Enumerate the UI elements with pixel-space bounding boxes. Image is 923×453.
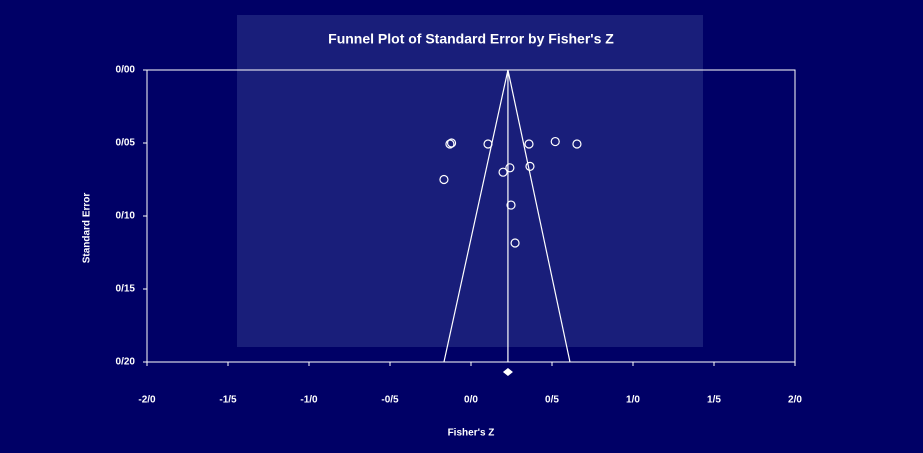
y-tick-label: 0/00 — [116, 65, 136, 76]
watermark — [237, 15, 703, 347]
y-axis-label: Standard Error — [82, 193, 93, 264]
x-tick-label: 2/0 — [788, 395, 802, 406]
y-tick-label: 0/05 — [116, 138, 136, 149]
x-tick-label: 1/5 — [707, 395, 721, 406]
chart-title: Funnel Plot of Standard Error by Fisher'… — [328, 31, 614, 47]
x-tick-label: -1/0 — [300, 395, 318, 406]
x-tick-label: -1/5 — [219, 395, 237, 406]
x-tick-label: -0/5 — [381, 395, 399, 406]
y-tick-label: 0/10 — [116, 211, 136, 222]
x-tick-label: 0/0 — [464, 395, 478, 406]
x-axis-label: Fisher's Z — [448, 428, 495, 439]
chart: Funnel Plot of Standard Error by Fisher'… — [0, 0, 923, 453]
y-tick-label: 0/20 — [116, 357, 136, 368]
x-tick-label: 0/5 — [545, 395, 559, 406]
x-tick-label: 1/0 — [626, 395, 640, 406]
x-tick-label: -2/0 — [138, 395, 156, 406]
y-tick-label: 0/15 — [116, 284, 136, 295]
